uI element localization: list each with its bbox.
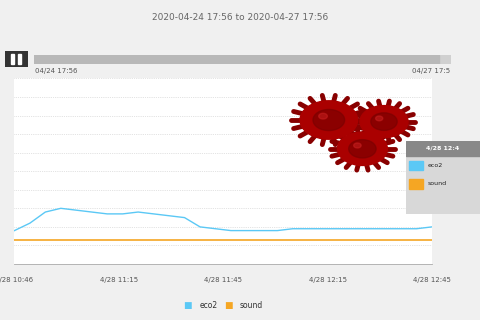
Text: 4/28 11:15: 4/28 11:15 (100, 277, 138, 283)
Text: 4/28 12:45: 4/28 12:45 (413, 277, 451, 283)
Text: 04/27 17:5: 04/27 17:5 (412, 68, 450, 74)
Bar (406, 141, 480, 156)
Text: 4/28 11:45: 4/28 11:45 (204, 277, 242, 283)
Text: ■: ■ (183, 301, 192, 310)
Text: 2020-04-24 17:56 to 2020-04-27 17:56: 2020-04-24 17:56 to 2020-04-27 17:56 (152, 13, 328, 22)
Text: sound: sound (240, 301, 263, 310)
Text: 04/24 17:56: 04/24 17:56 (35, 68, 77, 74)
Bar (409, 179, 423, 188)
Text: 4/28 12:15: 4/28 12:15 (309, 277, 347, 283)
Bar (18, 53, 21, 64)
Text: sound: sound (428, 181, 447, 186)
Text: 4/28 10:46: 4/28 10:46 (0, 277, 34, 283)
Text: eco2: eco2 (428, 163, 443, 168)
Text: ■: ■ (224, 301, 232, 310)
Text: 4/28 12:4: 4/28 12:4 (426, 146, 459, 151)
Bar (11, 53, 14, 64)
Bar (409, 161, 423, 170)
Text: eco2: eco2 (199, 301, 217, 310)
